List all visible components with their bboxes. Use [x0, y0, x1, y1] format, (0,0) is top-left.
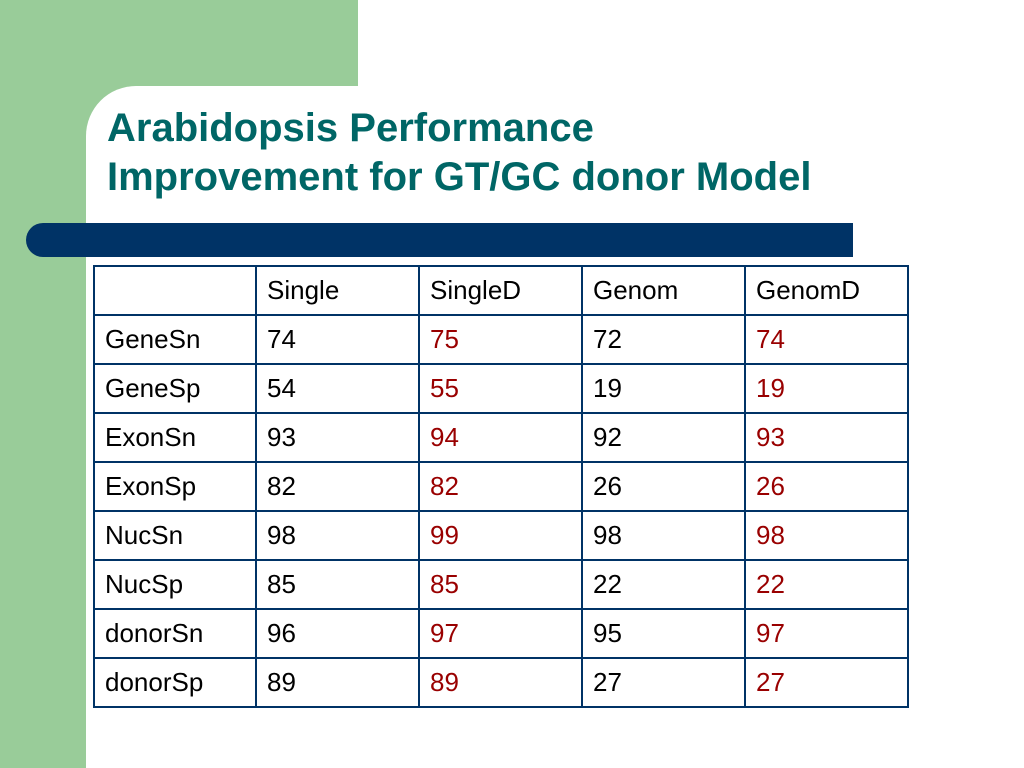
cell-genomd: 19: [744, 363, 909, 414]
cell-genom: 22: [581, 559, 746, 610]
row-label: GeneSn: [93, 314, 257, 365]
cell-singled: 94: [418, 412, 583, 463]
title-divider-bar-end: [836, 223, 853, 257]
table-row: donorSn 96 97 95 97: [93, 608, 909, 659]
cell-genomd: 22: [744, 559, 909, 610]
table-row: GeneSp 54 55 19 19: [93, 363, 909, 414]
row-label: ExonSp: [93, 461, 257, 512]
header-cell-single: Single: [255, 265, 420, 316]
cell-genom: 98: [581, 510, 746, 561]
cell-singled: 85: [418, 559, 583, 610]
cell-single: 98: [255, 510, 420, 561]
performance-table: Single SingleD Genom GenomD GeneSn 74 75…: [93, 265, 909, 708]
table-row: NucSp 85 85 22 22: [93, 559, 909, 610]
slide-title: Arabidopsis Performance Improvement for …: [107, 104, 1007, 202]
cell-genomd: 97: [744, 608, 909, 659]
row-label: NucSp: [93, 559, 257, 610]
cell-genom: 72: [581, 314, 746, 365]
table-header-row: Single SingleD Genom GenomD: [93, 265, 909, 316]
cell-single: 74: [255, 314, 420, 365]
cell-single: 85: [255, 559, 420, 610]
title-divider-bar: [26, 223, 852, 257]
cell-genom: 27: [581, 657, 746, 708]
cell-single: 54: [255, 363, 420, 414]
row-label: NucSn: [93, 510, 257, 561]
header-cell-corner: [93, 265, 257, 316]
cell-genomd: 26: [744, 461, 909, 512]
cell-single: 93: [255, 412, 420, 463]
table-row: ExonSp 82 82 26 26: [93, 461, 909, 512]
cell-singled: 89: [418, 657, 583, 708]
cell-genomd: 27: [744, 657, 909, 708]
cell-genom: 19: [581, 363, 746, 414]
cell-genomd: 98: [744, 510, 909, 561]
table-row: donorSp 89 89 27 27: [93, 657, 909, 708]
row-label: donorSp: [93, 657, 257, 708]
cell-single: 82: [255, 461, 420, 512]
header-cell-genomd: GenomD: [744, 265, 909, 316]
cell-singled: 75: [418, 314, 583, 365]
row-label: GeneSp: [93, 363, 257, 414]
row-label: donorSn: [93, 608, 257, 659]
cell-genom: 95: [581, 608, 746, 659]
cell-genom: 92: [581, 412, 746, 463]
cell-singled: 99: [418, 510, 583, 561]
cell-single: 96: [255, 608, 420, 659]
cell-genom: 26: [581, 461, 746, 512]
cell-genomd: 93: [744, 412, 909, 463]
cell-singled: 82: [418, 461, 583, 512]
table-row: GeneSn 74 75 72 74: [93, 314, 909, 365]
cell-single: 89: [255, 657, 420, 708]
table-row: ExonSn 93 94 92 93: [93, 412, 909, 463]
cell-singled: 97: [418, 608, 583, 659]
slide-title-line-1: Arabidopsis Performance: [107, 106, 594, 150]
row-label: ExonSn: [93, 412, 257, 463]
slide-title-line-2: Improvement for GT/GC donor Model: [107, 155, 812, 199]
cell-genomd: 74: [744, 314, 909, 365]
table-row: NucSn 98 99 98 98: [93, 510, 909, 561]
cell-singled: 55: [418, 363, 583, 414]
header-cell-genom: Genom: [581, 265, 746, 316]
header-cell-singled: SingleD: [418, 265, 583, 316]
